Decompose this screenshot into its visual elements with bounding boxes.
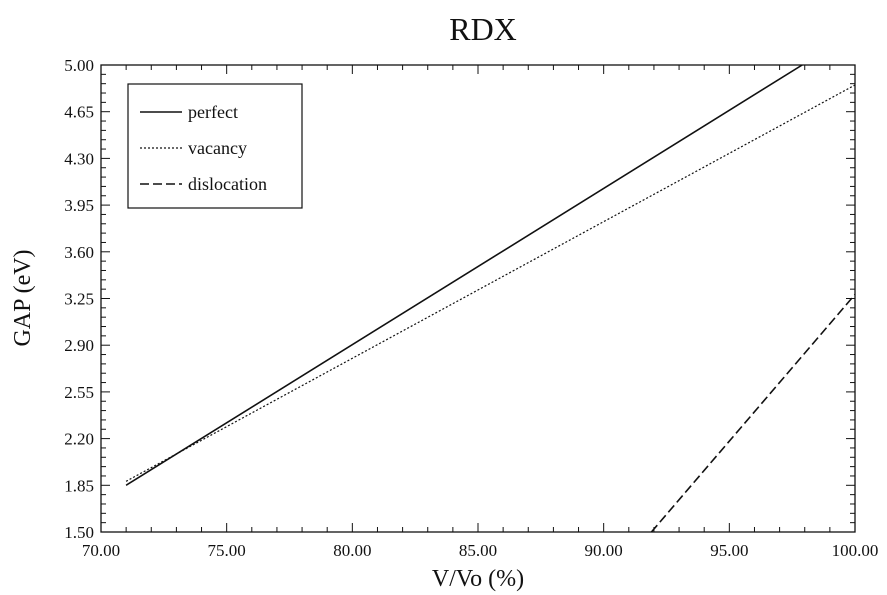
y-tick-label: 4.30: [64, 149, 94, 168]
plot-area: [125, 65, 855, 532]
y-tick-label: 1.85: [64, 476, 94, 495]
x-tick-label: 95.00: [710, 541, 748, 560]
y-tick-label: 3.25: [64, 290, 94, 309]
legend-label-perfect: perfect: [188, 102, 238, 122]
x-axis-label: V/Vo (%): [432, 566, 524, 592]
y-tick-label: 3.60: [64, 243, 94, 262]
legend-label-dislocation: dislocation: [188, 174, 267, 194]
y-tick-label: 2.90: [64, 336, 94, 355]
y-tick-label: 3.95: [64, 196, 94, 215]
x-tick-label: 90.00: [585, 541, 623, 560]
chart-title: RDX: [449, 11, 517, 47]
legend: perfect vacancy dislocation: [127, 83, 303, 209]
legend-label-vacancy: vacancy: [188, 138, 247, 158]
y-tick-label: 2.20: [64, 430, 94, 449]
y-tick-label: 2.55: [64, 383, 94, 402]
x-tick-label: 75.00: [208, 541, 246, 560]
y-axis-label: GAP (eV): [10, 249, 36, 346]
axis-ticks: 70.00 75.00 80.00 85.00 90.00 95.00 100.00 1.50…: [64, 56, 878, 560]
x-tick-label: 80.00: [333, 541, 371, 560]
y-tick-label: 4.65: [64, 103, 94, 122]
y-tick-label: 1.50: [64, 523, 94, 542]
x-tick-label: 85.00: [459, 541, 497, 560]
series-line-dislocation: [650, 293, 855, 532]
legend-box: [127, 83, 303, 209]
y-tick-label: 5.00: [64, 56, 94, 75]
series-line-perfect: [125, 65, 803, 486]
x-tick-label: 100.00: [832, 541, 879, 560]
x-tick-label: 70.00: [82, 541, 120, 560]
